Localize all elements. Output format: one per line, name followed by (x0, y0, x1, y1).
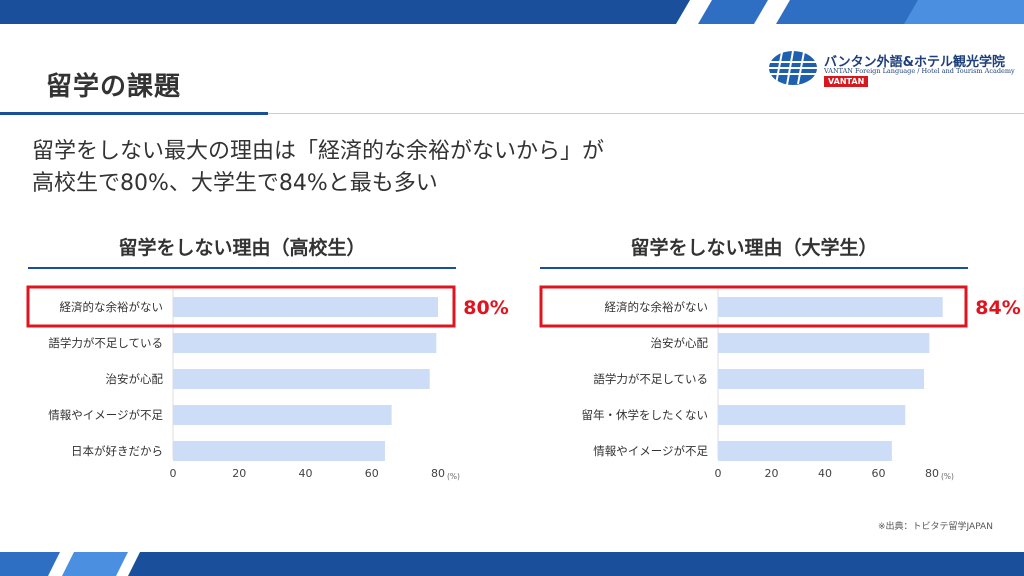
title-underline (0, 112, 268, 115)
logo-name: バンタン外語&ホテル観光学院 (824, 55, 1005, 70)
chart-1-highlight-label: 84% (975, 297, 1020, 319)
chart-0-category-label-3: 情報やイメージが不足 (48, 408, 163, 422)
chart-0-tick-label-1: 20 (232, 467, 246, 480)
chart-1-bar-4 (718, 441, 892, 461)
logo-badge: VANTAN (824, 76, 869, 87)
logo-subtitle: VANTAN Foreign Language / Hotel and Tour… (824, 67, 1015, 75)
chart-1-tick-label-3: 60 (872, 467, 886, 480)
source-note: ※出典：トビタテ留学JAPAN (878, 522, 993, 532)
chart-0-highlight-label: 80% (463, 297, 508, 319)
chart-0-category-label-0: 経済的な余裕がない (60, 300, 164, 314)
chart-0-tick-label-2: 40 (299, 467, 313, 480)
chart-0-bar-0 (173, 297, 438, 317)
chart-title-university: 留学をしない理由（大学生） (630, 237, 878, 259)
chart-1-bar-2 (718, 369, 924, 389)
chart-title-highschool: 留学をしない理由（高校生） (118, 237, 366, 259)
top-decorative-band (0, 0, 1024, 24)
headline-line-2: 高校生で80%、大学生で84%と最も多い (32, 171, 438, 196)
chart-1-bar-1 (718, 333, 930, 353)
chart-0-bar-1 (173, 333, 437, 353)
chart-1-tick-label-1: 20 (765, 467, 779, 480)
chart-rule-highschool (28, 267, 456, 269)
chart-1-category-label-0: 経済的な余裕がない (605, 300, 709, 314)
chart-1-tick-label-0: 0 (715, 467, 722, 480)
chart-1-unit-label: (%) (941, 472, 954, 481)
chart-1-category-label-2: 語学力が不足している (593, 372, 708, 386)
chart-1-category-label-4: 情報やイメージが不足 (593, 444, 708, 458)
chart-0-tick-label-4: 80 (431, 467, 445, 480)
globe-logo-icon (769, 50, 817, 86)
chart-0-bar-4 (173, 441, 385, 461)
bottom-decorative-band (0, 552, 1024, 576)
chart-0-highlight-box (26, 285, 456, 328)
title-divider (268, 113, 1024, 114)
headline-line-1: 留学をしない最大の理由は「経済的な余裕がないから」が (32, 139, 605, 164)
chart-0-category-label-2: 治安が心配 (106, 372, 164, 386)
chart-0-bar-2 (173, 369, 430, 389)
chart-rule-university (540, 267, 968, 269)
headline: 留学をしない最大の理由は「経済的な余裕がないから」が 高校生で80%、大学生で8… (32, 136, 604, 200)
chart-1-bar-3 (718, 405, 906, 425)
chart-0-bar-3 (173, 405, 392, 425)
brand-logo: バンタン外語&ホテル観光学院 VANTAN Foreign Language /… (768, 50, 1015, 90)
chart-0-category-label-4: 日本が好きだから (71, 444, 163, 458)
chart-0-tick-label-0: 0 (170, 467, 177, 480)
chart-0-unit-label: (%) (447, 472, 460, 481)
chart-1-tick-label-4: 80 (925, 467, 939, 480)
page-title: 留学の課題 (46, 72, 182, 102)
chart-1-bar-0 (718, 297, 943, 317)
chart-0-category-label-1: 語学力が不足している (48, 336, 163, 350)
chart-1-tick-label-2: 40 (818, 467, 832, 480)
chart-1-highlight-box (539, 285, 968, 328)
chart-0-tick-label-3: 60 (365, 467, 379, 480)
chart-1-category-label-1: 治安が心配 (651, 336, 709, 350)
chart-1-category-label-3: 留年・休学をしたくない (582, 408, 709, 422)
